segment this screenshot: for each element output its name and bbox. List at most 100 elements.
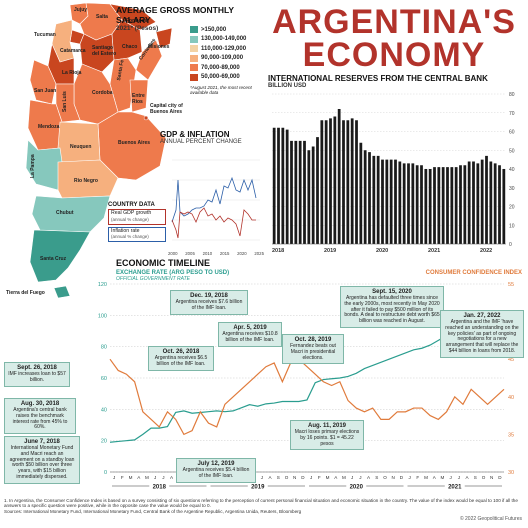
month-tick: M [441, 475, 445, 480]
event-date: Oct. 26, 2018 [162, 349, 200, 355]
inflation-line [171, 176, 257, 223]
event-jul-2019: July 12, 2019 Argentina receives $5.4 bil… [176, 458, 256, 483]
event-text: Argentina has defaulted three times sinc… [344, 295, 440, 325]
month-tick: J [359, 475, 361, 480]
reserves-bar [450, 167, 454, 244]
consumer-confidence-line [109, 358, 505, 436]
month-tick: N [293, 475, 296, 480]
month-tick: J [162, 475, 164, 480]
month-tick: F [121, 475, 124, 480]
reserves-bar [389, 159, 393, 244]
reserves-bar [329, 118, 332, 244]
gdp-legend-title: COUNTRY DATA [108, 202, 155, 208]
label-capital: Capital city of Buenos Aires [150, 103, 183, 115]
label-santiago: Santiago del Estero [92, 45, 117, 57]
salary-note: *August 2021, the most recent available … [190, 85, 252, 96]
province-formosa [109, 3, 157, 31]
gdp-header: GDP & INFLATION ANNUAL PERCENT CHANGE [160, 130, 260, 145]
reserves-x-tick: 2021 [428, 248, 440, 254]
label-lapampa: Neuquen [70, 144, 92, 150]
reserves-bar [346, 120, 350, 244]
argentina-map [25, 2, 173, 299]
month-tick: J [351, 475, 353, 480]
legend-label: 70,000-89,000 [201, 64, 240, 71]
reserves-bar [420, 165, 423, 244]
right-y-tick: 35 [508, 432, 514, 438]
reserves-bar [368, 152, 371, 244]
reserves-bar [277, 127, 280, 244]
reserves-bar [285, 129, 289, 244]
gdp-line [171, 207, 256, 239]
exchange-rate-line [109, 311, 505, 443]
legend-label: 90,000-109,000 [201, 55, 244, 62]
label-neuquen: La Pampa [30, 154, 36, 178]
year-label: 2019 [251, 485, 265, 491]
right-y-tick: 40 [508, 395, 514, 401]
province-lapampa [57, 121, 101, 163]
gdp-legend: COUNTRY DATA Real GDP growth (annual % c… [108, 202, 166, 243]
event-text: Argentina receives $10.8 billion of the … [222, 331, 278, 343]
reserves-bar [333, 116, 337, 244]
right-y-tick: 45 [508, 357, 514, 363]
reserves-bar [480, 159, 484, 244]
reserves-header: INTERNATIONAL RESERVES FROM THE CENTRAL … [268, 74, 524, 89]
reserves-bar [281, 127, 285, 244]
gdp-x-axis: 2000 2005 2010 2015 2020 2025 [168, 251, 264, 256]
label-tucuman: Tucuman [34, 32, 56, 38]
map-provinces [25, 2, 173, 299]
event-oct-2019: Oct. 28, 2019 Fernandez beats out Macri i… [282, 334, 344, 365]
province-santacruz [29, 229, 91, 283]
reserves-bar [307, 150, 311, 244]
reserves-bar [381, 159, 384, 244]
reserves-bar [394, 159, 397, 244]
event-jun-2018: June 7, 2018 International Monetary Fund … [4, 436, 80, 484]
exchange-legend-note: OFFICIAL GOVERNMENT RATE [116, 276, 190, 282]
event-text: IMF increases loan to $57 billion. [8, 371, 66, 383]
reserves-bar [424, 169, 428, 244]
label-santacruz: Santa Cruz [40, 256, 67, 262]
month-tick: O [383, 475, 387, 480]
reserves-x-tick: 2020 [376, 248, 388, 254]
reserves-bar [498, 165, 501, 244]
reserves-bar [294, 140, 298, 244]
reserves-bar [472, 161, 475, 244]
label-salta: Salta [96, 14, 108, 20]
reserves-bar [489, 161, 493, 244]
reserves-bar [476, 163, 480, 244]
label-formosa: Formosa [126, 18, 148, 24]
event-date: July 12, 2019 [197, 461, 235, 467]
reserves-bar [385, 159, 389, 244]
salary-legend-item: 70,000-89,000 [190, 63, 270, 73]
reserves-bar [363, 150, 367, 244]
timeline-title: ECONOMIC TIMELINE [116, 258, 210, 268]
month-tick: F [416, 475, 419, 480]
month-tick: J [408, 475, 410, 480]
event-aug-2019: Aug. 11, 2019 Macri loses primary electio… [290, 420, 364, 451]
year-label: 2021 [448, 485, 462, 491]
sources-text: Sources: International Monetary Fund, In… [4, 508, 302, 514]
reserves-y-tick: 70 [509, 111, 515, 117]
label-cordoba: Cordoba [92, 90, 113, 96]
legend-swatch [190, 54, 198, 62]
legend-swatch [190, 45, 198, 53]
reserves-y-tick: 30 [509, 186, 515, 192]
capital-marker [143, 115, 149, 121]
month-tick: S [474, 475, 477, 480]
reserves-bar [454, 167, 458, 244]
inflation-legend-sub: (annual % change) [111, 234, 149, 240]
event-text: International Monetary Fund and Macri re… [9, 445, 75, 480]
label-sanluis: San Luis [62, 91, 68, 112]
legend-label: >150,000 [201, 26, 227, 33]
gdp-inflation-chart [171, 159, 260, 241]
left-y-tick: 0 [104, 470, 107, 476]
event-date: Apr. 5, 2019 [233, 325, 267, 331]
event-date: Aug. 30, 2018 [20, 401, 60, 407]
month-tick: J [458, 475, 460, 480]
event-sep-2018: Sept. 26, 2018 IMF increases loan to $57 … [4, 362, 70, 387]
province-santiago [79, 33, 115, 73]
gdp-x-tick: 2020 [237, 251, 247, 256]
gdp-legend-label: Real GDP growth [111, 210, 152, 216]
province-misiones [155, 27, 173, 49]
gdp-x-tick: 2005 [185, 251, 195, 256]
year-label: 2020 [350, 485, 364, 491]
